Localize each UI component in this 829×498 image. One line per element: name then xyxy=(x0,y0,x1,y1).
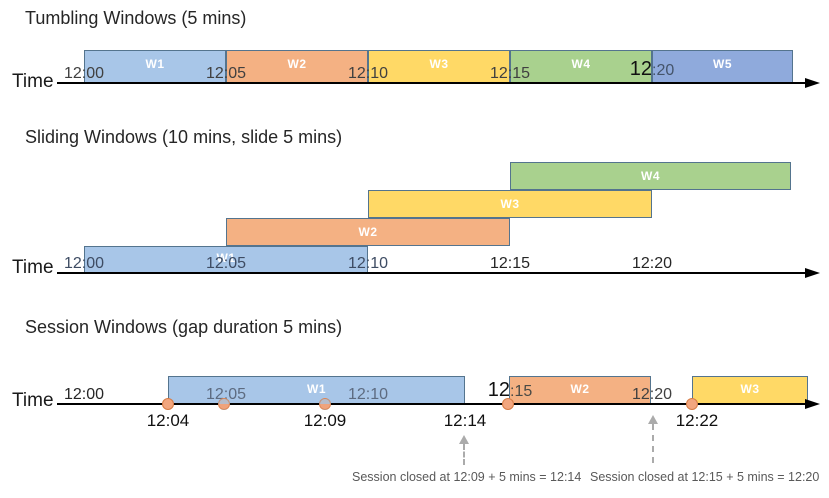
tumbling-time-axis xyxy=(57,82,806,84)
axis-tick-12-15: 12:15 xyxy=(489,65,531,82)
tumbling-window-w4: W4 xyxy=(510,50,652,84)
sliding-title: Sliding Windows (10 mins, slide 5 mins) xyxy=(25,127,343,147)
window-label: W3 xyxy=(500,197,520,211)
window-label: W2 xyxy=(358,225,378,239)
event-dot-12-09 xyxy=(319,398,331,410)
event-dot-12-22 xyxy=(686,398,698,410)
axis-tick-12-05: 12:05 xyxy=(205,386,247,403)
window-label: W3 xyxy=(429,57,449,71)
event-time-label: 12:04 xyxy=(146,411,190,430)
sliding-window-w2: W2 xyxy=(226,218,510,246)
session-close-annotation-1: Session closed at 12:09 + 5 mins = 12:14 xyxy=(352,470,582,484)
window-label: W4 xyxy=(641,169,660,183)
window-label: W3 xyxy=(740,382,760,396)
event-dot-12-04 xyxy=(162,398,174,410)
window-label: W1 xyxy=(145,57,165,71)
tumbling-window-w5: W5 xyxy=(652,50,793,84)
axis-tick-12-00: 12:00 xyxy=(63,255,105,272)
tumbling-window-w3: W3 xyxy=(368,50,510,84)
event-dot-12-15 xyxy=(502,398,514,410)
dashed-arrow-icon xyxy=(648,415,658,424)
dashed-arrow-icon xyxy=(459,435,469,444)
tick-minutes: :15 xyxy=(510,383,533,400)
axis-arrowhead-icon xyxy=(805,399,820,409)
close-time-label: 12:14 xyxy=(443,411,487,430)
sliding-window-w4: W4 xyxy=(510,162,791,190)
tick-minutes: :20 xyxy=(652,62,675,79)
dashed-arrow-line xyxy=(463,444,465,465)
window-label: W2 xyxy=(287,57,307,71)
axis-tick-12-15: 12:15 xyxy=(478,379,542,401)
tick-hour: 12 xyxy=(629,58,652,80)
event-time-label: 12:09 xyxy=(303,411,347,430)
axis-tick-12-20: 12:20 xyxy=(631,255,673,272)
session-window-w2: W2 xyxy=(509,376,651,405)
sliding-window-w3: W3 xyxy=(368,190,652,218)
tick-hour: 12 xyxy=(487,379,510,401)
session-time-label: Time xyxy=(12,390,54,411)
axis-arrowhead-icon xyxy=(805,78,820,88)
axis-tick-12-20: 12:20 xyxy=(620,58,684,80)
event-time-label: 12:22 xyxy=(675,411,719,430)
window-label: W1 xyxy=(216,251,236,265)
axis-tick-12-15: 12:15 xyxy=(489,255,531,272)
axis-tick-12-20: 12:20 xyxy=(631,386,673,403)
session-time-axis xyxy=(57,403,806,405)
window-label: W4 xyxy=(571,57,591,71)
tumbling-title: Tumbling Windows (5 mins) xyxy=(25,8,247,28)
dashed-arrow-line xyxy=(652,424,654,463)
tumbling-window-w1: W1 xyxy=(84,50,226,84)
session-title: Session Windows (gap duration 5 mins) xyxy=(25,317,343,337)
axis-tick-12-00: 12:00 xyxy=(63,65,105,82)
window-label: W2 xyxy=(570,382,590,396)
session-close-annotation-2: Session closed at 12:15 + 5 mins = 12:20 xyxy=(590,470,820,484)
sliding-time-label: Time xyxy=(12,257,54,278)
window-label: W1 xyxy=(307,382,326,396)
window-label: W5 xyxy=(713,57,732,71)
tumbling-time-label: Time xyxy=(12,71,54,92)
axis-tick-12-05: 12:05 xyxy=(205,255,247,272)
axis-arrowhead-icon xyxy=(805,268,820,278)
axis-tick-12-05: 12:05 xyxy=(205,65,247,82)
sliding-time-axis xyxy=(57,272,806,274)
session-window-w3: W3 xyxy=(692,376,808,405)
axis-tick-12-10: 12:10 xyxy=(347,386,389,403)
axis-tick-12-00: 12:00 xyxy=(63,386,105,403)
event-dot xyxy=(218,398,230,410)
axis-tick-12-10: 12:10 xyxy=(347,255,389,272)
sliding-window-w1: W1 xyxy=(84,246,368,274)
axis-tick-12-10: 12:10 xyxy=(347,65,389,82)
